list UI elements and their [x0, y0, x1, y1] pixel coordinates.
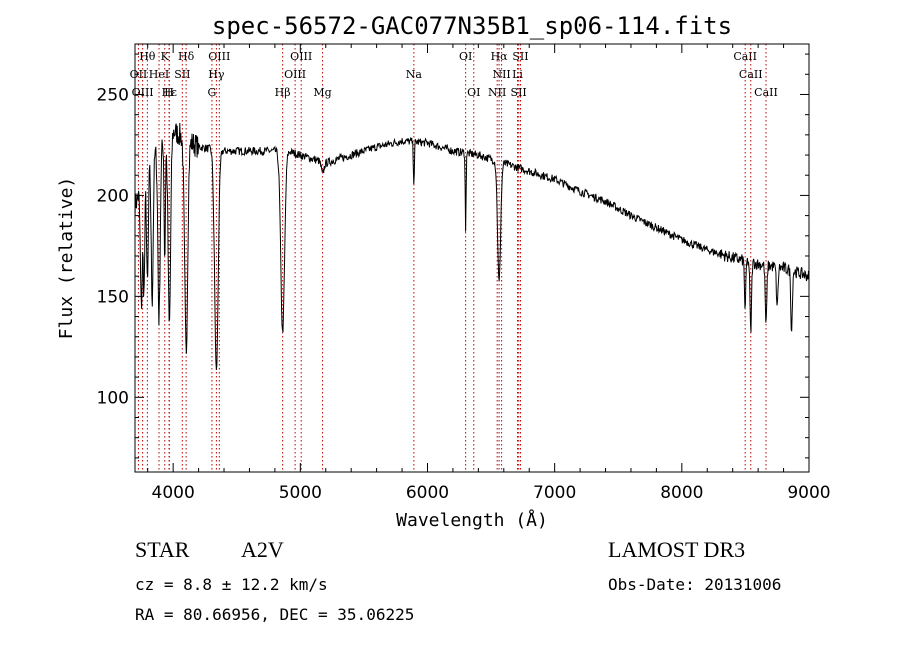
- x-tick-label: 6000: [406, 483, 449, 503]
- line-label: Hδ: [178, 50, 195, 63]
- y-axis-label: Flux (relative): [56, 177, 77, 340]
- line-label: HeI: [149, 68, 169, 81]
- line-label: NII: [492, 68, 510, 81]
- line-label: Hγ: [208, 68, 225, 81]
- line-label: Hα: [491, 50, 509, 63]
- object-class: STAR: [135, 537, 190, 562]
- y-tick-label: 200: [97, 186, 129, 206]
- chart-title: spec-56572-GAC077N35B1_sp06-114.fits: [212, 12, 732, 40]
- line-label: OI: [459, 50, 472, 63]
- line-label: OIII: [132, 86, 154, 99]
- x-tick-label: 4000: [152, 483, 195, 503]
- x-axis-label: Wavelength (Å): [396, 509, 548, 531]
- coordinates: RA = 80.66956, DEC = 35.06225: [135, 605, 415, 624]
- y-tick-label: 150: [97, 287, 129, 307]
- line-label: Na: [406, 68, 423, 81]
- x-tick-label: 9000: [787, 483, 830, 503]
- line-label: K: [161, 50, 170, 63]
- line-label: SII: [511, 86, 527, 99]
- line-label: CaII: [754, 86, 778, 99]
- line-label: OIII: [208, 50, 230, 63]
- spectrum-trace: [134, 122, 810, 371]
- plot-frame: [134, 43, 810, 473]
- obs-date: Obs-Date: 20131006: [608, 575, 782, 594]
- survey-label: LAMOST DR3: [608, 537, 746, 562]
- line-label: SII: [174, 68, 190, 81]
- line-label: OIII: [284, 68, 306, 81]
- line-label: G: [208, 86, 217, 99]
- line-label: H: [164, 86, 174, 99]
- y-tick-label: 100: [97, 388, 129, 408]
- line-label: CaII: [733, 50, 757, 63]
- line-label: Li: [512, 68, 523, 81]
- redshift-readout: cz = 8.8 ± 12.2 km/s: [135, 575, 328, 594]
- line-label: Hθ: [139, 50, 156, 63]
- line-label: Mg: [313, 86, 331, 99]
- x-tick-label: 7000: [533, 483, 576, 503]
- x-tick-label: 5000: [279, 483, 322, 503]
- line-label: CaII: [739, 68, 763, 81]
- object-subclass: A2V: [241, 537, 284, 562]
- line-label: OI: [467, 86, 480, 99]
- line-label: OIII: [290, 50, 312, 63]
- line-label: SII: [512, 50, 528, 63]
- y-tick-label: 250: [97, 85, 129, 105]
- x-tick-label: 8000: [660, 483, 703, 503]
- line-label: NII: [488, 86, 506, 99]
- line-label: Hβ: [275, 86, 291, 99]
